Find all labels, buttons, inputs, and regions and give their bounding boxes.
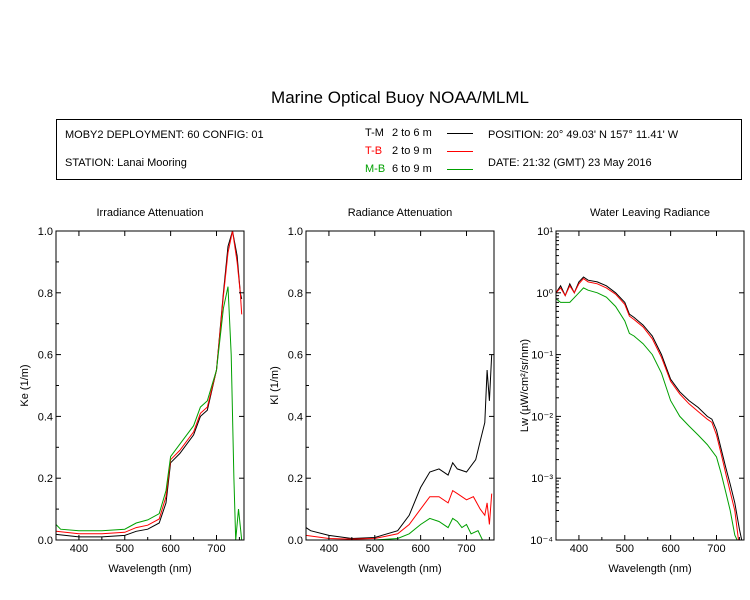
x-tick-label: 700 <box>707 543 725 555</box>
x-tick-label: 400 <box>570 543 588 555</box>
x-axis-label: Wavelength (nm) <box>358 563 441 575</box>
plot-frame <box>55 230 245 541</box>
y-axis-label: Lw (µW/cm²/sr/nm) <box>519 339 531 432</box>
y-tick-label: 0.4 <box>288 411 303 423</box>
y-tick-label: 0.6 <box>288 350 303 362</box>
plot-frame <box>555 230 745 541</box>
y-tick-label: 0.0 <box>288 535 303 547</box>
chart-title: Water Leaving Radiance <box>590 207 710 219</box>
position-text: POSITION: 20° 49.03' N 157° 11.41' W <box>488 129 679 141</box>
y-axis-label: Ke (1/m) <box>19 364 31 406</box>
chart-title: Irradiance Attenuation <box>96 207 203 219</box>
station-text: STATION: Lanai Mooring <box>65 157 187 169</box>
series-line-t-m <box>56 231 243 538</box>
chart-panel-1: Irradiance Attenuation 400 500 600 700 0.0 0.2… <box>19 207 245 575</box>
y-tick-label: 0.4 <box>38 411 53 423</box>
x-tick-label: 500 <box>116 543 134 555</box>
y-tick-label: 10⁻³ <box>531 473 553 485</box>
y-tick-label: 10⁻¹ <box>531 350 553 362</box>
legend-range-tb: 2 to 9 m <box>392 145 432 157</box>
y-tick-label: 10⁻⁴ <box>530 535 553 547</box>
y-axis-label: Kl (1/m) <box>269 366 281 405</box>
legend-name-tb: T-B <box>365 145 383 157</box>
legend-name-tm: T-M <box>365 127 384 139</box>
x-tick-label: 500 <box>616 543 634 555</box>
y-tick-label: 0.2 <box>288 473 303 485</box>
y-tick-label: 1.0 <box>38 226 53 238</box>
legend-range-mb: 6 to 9 m <box>392 163 432 175</box>
x-tick-label: 600 <box>661 543 679 555</box>
series-line-t-b <box>306 489 493 540</box>
date-text: DATE: 21:32 (GMT) 23 May 2016 <box>488 157 652 169</box>
y-tick-label: 0.8 <box>288 288 303 300</box>
y-tick-label: 0.6 <box>38 350 53 362</box>
series-line-t-m <box>556 276 743 540</box>
legend-name-mb: M-B <box>365 163 386 175</box>
y-tick-label: 10⁻² <box>531 411 553 423</box>
info-box: MOBY2 DEPLOYMENT: 60 CONFIG: 01 STATION:… <box>56 119 742 180</box>
chart-panel-2: Radiance Attenuation 400 500 600 700 0.0 0.2 0.… <box>269 207 495 575</box>
legend-line-mb <box>447 169 473 170</box>
deployment-text: MOBY2 DEPLOYMENT: 60 CONFIG: 01 <box>65 129 264 141</box>
series-line-t-m <box>306 354 493 540</box>
series-line-m-b <box>56 286 243 540</box>
x-tick-label: 700 <box>457 543 475 555</box>
y-tick-label: 10¹ <box>537 226 553 238</box>
x-tick-label: 600 <box>161 543 179 555</box>
y-tick-label: 1.0 <box>288 226 303 238</box>
series-line-t-b <box>56 231 243 535</box>
series-line-t-b <box>556 277 739 540</box>
plot-frame <box>305 230 495 541</box>
series-line-m-b <box>556 287 738 540</box>
y-tick-label: 0.0 <box>38 535 53 547</box>
x-tick-label: 700 <box>207 543 225 555</box>
y-tick-label: 10⁰ <box>536 288 553 300</box>
x-axis-label: Wavelength (nm) <box>608 563 691 575</box>
series-line-m-b <box>306 517 492 540</box>
x-axis-label: Wavelength (nm) <box>108 563 191 575</box>
x-tick-label: 500 <box>366 543 384 555</box>
x-tick-label: 600 <box>411 543 429 555</box>
y-tick-label: 0.8 <box>38 288 53 300</box>
figure-title: Marine Optical Buoy NOAA/MLML <box>271 88 529 107</box>
legend-line-tm <box>447 133 473 134</box>
chart-panel-3: Water Leaving Radiance 400 500 600 700 10⁻⁴ 10… <box>519 207 745 575</box>
chart-title: Radiance Attenuation <box>348 207 453 219</box>
legend-range-tm: 2 to 6 m <box>392 127 432 139</box>
x-tick-label: 400 <box>70 543 88 555</box>
x-tick-label: 400 <box>320 543 338 555</box>
y-tick-label: 0.2 <box>38 473 53 485</box>
legend-line-tb <box>447 151 473 152</box>
